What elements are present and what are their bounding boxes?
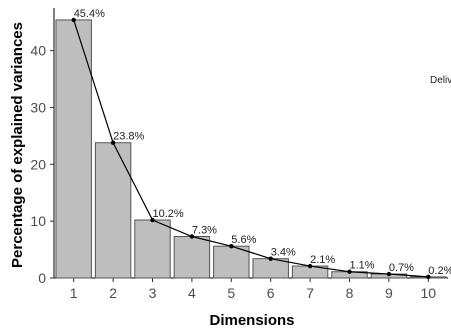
bar	[94, 142, 132, 279]
trend-line	[71, 17, 431, 280]
trend-point	[268, 256, 273, 261]
trend-point	[307, 263, 313, 269]
trend-point	[189, 234, 195, 239]
x-tick-label: 6	[267, 285, 275, 301]
y-tick-label: 0	[38, 270, 46, 286]
x-tick-label: 8	[346, 285, 354, 301]
y-tick-label: 10	[30, 213, 46, 229]
bar-value-label: 10.2%	[153, 208, 184, 220]
y-tick-label: 40	[30, 43, 46, 59]
bar-value-label: 23.8%	[113, 131, 144, 143]
y-tick-label: 20	[30, 156, 46, 172]
trend-point	[229, 243, 234, 249]
bar-value-label: 3.4%	[271, 247, 296, 259]
trend-point	[347, 269, 352, 274]
bar-value-label: 0.7%	[389, 262, 414, 274]
bar	[134, 219, 171, 279]
trend-point	[110, 140, 116, 145]
annotation-text: Deliv	[430, 75, 451, 86]
bar	[213, 245, 250, 279]
x-tick-label: 2	[109, 285, 117, 301]
bar-value-label: 0.2%	[428, 265, 451, 277]
bar	[173, 236, 211, 279]
bar-value-label: 45.4%	[74, 8, 105, 20]
trend-point	[426, 274, 431, 280]
x-tick-label: 3	[149, 285, 157, 301]
bars	[55, 19, 447, 279]
y-axis-title: Percentage of explained variances	[9, 22, 26, 268]
x-tick-label: 9	[385, 285, 393, 301]
trend-point	[150, 217, 155, 223]
bar-value-label: 2.1%	[310, 254, 335, 266]
y-axis: 0 10 20 30 40	[30, 8, 55, 286]
x-tick-label: 7	[306, 285, 314, 301]
x-axis: 1 2 3 4 5 6 7 8 9 10	[54, 277, 448, 301]
bar	[55, 19, 92, 279]
y-tick-label: 30	[30, 99, 46, 115]
trend-point	[71, 17, 76, 23]
bar-value-label: 7.3%	[192, 225, 217, 237]
bar-value-label: 5.6%	[231, 234, 256, 246]
x-tick-label: 1	[70, 285, 78, 301]
bar-value-label: 1.1%	[350, 260, 375, 272]
x-axis-title: Dimensions	[209, 312, 294, 329]
x-tick-label: 10	[421, 285, 437, 301]
trend-polyline	[73, 19, 429, 278]
x-tick-label: 4	[188, 285, 196, 301]
trend-point	[386, 271, 392, 277]
bar-labels: 45.4% 23.8% 10.2% 7.3% 5.6% 3.4% 2.1% 1.1% 0.7% 0…	[74, 8, 451, 277]
x-tick-label: 5	[227, 285, 235, 301]
